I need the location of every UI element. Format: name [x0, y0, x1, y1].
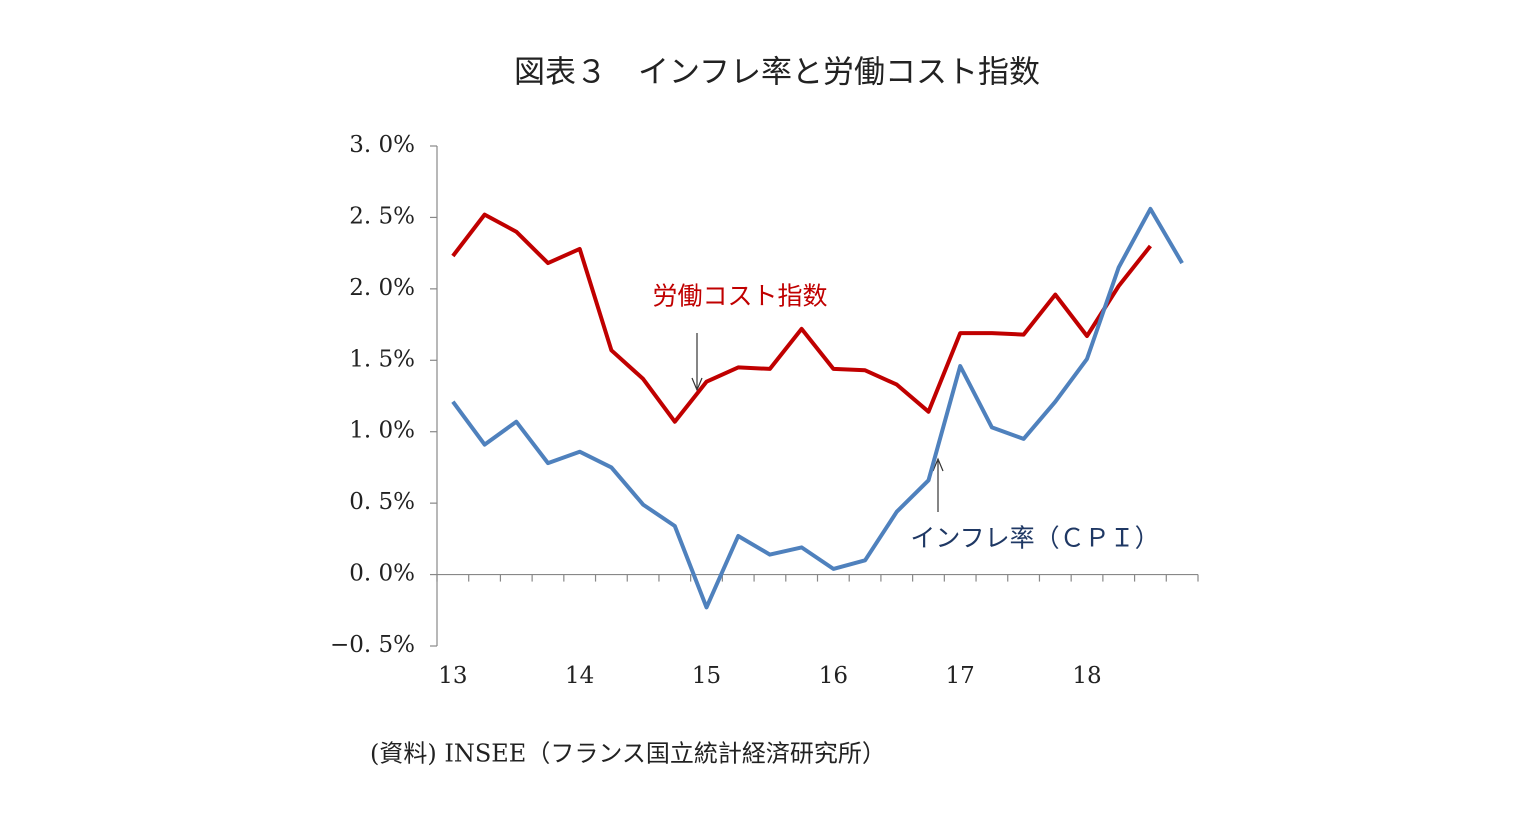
y-tick-label: 3. 0% [349, 132, 415, 158]
y-tick-label: 1. 5% [349, 346, 415, 372]
x-tick-label: 18 [1072, 663, 1101, 689]
series-line [451, 206, 1184, 610]
y-tick-label: 1. 0% [349, 418, 415, 444]
x-tick-label: 15 [692, 663, 721, 689]
y-tick-label: 2. 5% [349, 203, 415, 229]
x-tick-label: 16 [819, 663, 848, 689]
arrow-head [932, 457, 944, 472]
x-tick-label: 13 [438, 663, 467, 689]
source-note: (資料) INSEE（フランス国立統計経済研究所） [370, 740, 886, 768]
x-tick-label: 14 [565, 663, 594, 689]
chart-title: 図表３ インフレ率と労働コスト指数 [514, 55, 1040, 91]
y-tick-label: 0. 5% [349, 489, 415, 515]
y-tick-label: 2. 0% [349, 275, 415, 301]
arrow-head [691, 377, 703, 392]
y-tick-label: 0. 0% [349, 561, 415, 587]
y-tick-label: −0. 5% [330, 632, 415, 658]
series-label: インフレ率（ＣＰＩ） [910, 524, 1159, 553]
series-label: 労働コスト指数 [652, 282, 827, 311]
series-line [451, 212, 1152, 424]
x-tick-label: 17 [946, 663, 975, 689]
